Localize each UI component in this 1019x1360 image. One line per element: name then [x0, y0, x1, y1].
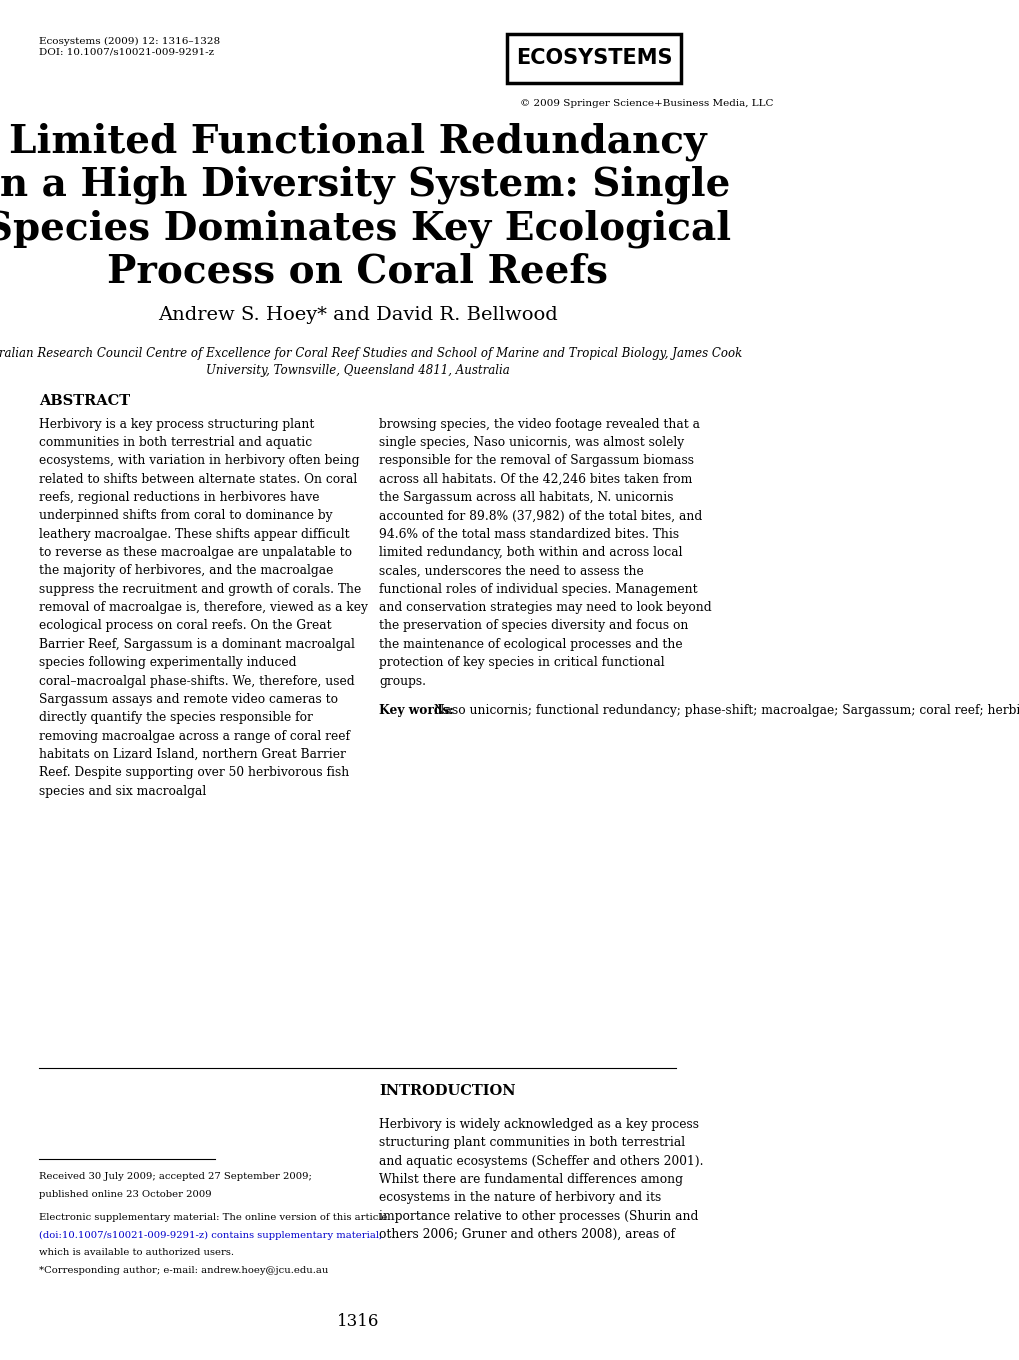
Text: protection of key species in critical functional: protection of key species in critical fu… — [379, 656, 664, 669]
Text: browsing species, the video footage revealed that a: browsing species, the video footage reve… — [379, 418, 700, 431]
Text: Electronic supplementary material: The online version of this article: Electronic supplementary material: The o… — [40, 1213, 387, 1223]
Text: suppress the recruitment and growth of corals. The: suppress the recruitment and growth of c… — [40, 582, 362, 596]
Text: Andrew S. Hoey* and David R. Bellwood: Andrew S. Hoey* and David R. Bellwood — [158, 306, 557, 324]
Text: single species, Naso unicornis, was almost solely: single species, Naso unicornis, was almo… — [379, 435, 684, 449]
Text: *Corresponding author; e-mail: andrew.hoey@jcu.edu.au: *Corresponding author; e-mail: andrew.ho… — [40, 1266, 328, 1276]
Text: (doi:10.1007/s10021-009-9291-z) contains supplementary material,: (doi:10.1007/s10021-009-9291-z) contains… — [40, 1231, 382, 1240]
Text: Naso unicornis; functional redundancy; phase-shift; macroalgae; Sargassum; coral: Naso unicornis; functional redundancy; p… — [433, 703, 1019, 717]
Text: the preservation of species diversity and focus on: the preservation of species diversity an… — [379, 619, 688, 632]
Text: University, Townsville, Queensland 4811, Australia: University, Townsville, Queensland 4811,… — [206, 364, 510, 378]
Text: underpinned shifts from coral to dominance by: underpinned shifts from coral to dominan… — [40, 509, 332, 522]
Text: Herbivory is a key process structuring plant: Herbivory is a key process structuring p… — [40, 418, 315, 431]
Text: © 2009 Springer Science+Business Media, LLC: © 2009 Springer Science+Business Media, … — [520, 99, 773, 109]
Text: removing macroalgae across a range of coral reef: removing macroalgae across a range of co… — [40, 729, 351, 743]
Text: Received 30 July 2009; accepted 27 September 2009;: Received 30 July 2009; accepted 27 Septe… — [40, 1172, 312, 1182]
Text: ABSTRACT: ABSTRACT — [40, 394, 130, 408]
Text: Ecosystems (2009) 12: 1316–1328: Ecosystems (2009) 12: 1316–1328 — [40, 37, 220, 46]
Text: limited redundancy, both within and across local: limited redundancy, both within and acro… — [379, 545, 683, 559]
Text: functional roles of individual species. Management: functional roles of individual species. … — [379, 582, 697, 596]
Text: habitats on Lizard Island, northern Great Barrier: habitats on Lizard Island, northern Grea… — [40, 748, 345, 762]
Text: published online 23 October 2009: published online 23 October 2009 — [40, 1190, 212, 1200]
Text: structuring plant communities in both terrestrial: structuring plant communities in both te… — [379, 1137, 685, 1149]
Text: species following experimentally induced: species following experimentally induced — [40, 656, 297, 669]
Text: accounted for 89.8% (37,982) of the total bites, and: accounted for 89.8% (37,982) of the tota… — [379, 509, 702, 522]
Text: reefs, regional reductions in herbivores have: reefs, regional reductions in herbivores… — [40, 491, 320, 505]
Text: ecosystems in the nature of herbivory and its: ecosystems in the nature of herbivory an… — [379, 1191, 661, 1205]
Text: related to shifts between alternate states. On coral: related to shifts between alternate stat… — [40, 472, 358, 486]
Text: to reverse as these macroalgae are unpalatable to: to reverse as these macroalgae are unpal… — [40, 545, 352, 559]
Text: and aquatic ecosystems (Scheffer and others 2001).: and aquatic ecosystems (Scheffer and oth… — [379, 1155, 703, 1168]
Text: Process on Coral Reefs: Process on Coral Reefs — [107, 253, 607, 291]
Text: across all habitats. Of the 42,246 bites taken from: across all habitats. Of the 42,246 bites… — [379, 472, 692, 486]
Text: importance relative to other processes (Shurin and: importance relative to other processes (… — [379, 1210, 698, 1223]
FancyBboxPatch shape — [506, 34, 681, 83]
Text: directly quantify the species responsible for: directly quantify the species responsibl… — [40, 711, 313, 725]
Text: Limited Functional Redundancy: Limited Functional Redundancy — [9, 122, 706, 160]
Text: in a High Diversity System: Single: in a High Diversity System: Single — [0, 166, 730, 204]
Text: and conservation strategies may need to look beyond: and conservation strategies may need to … — [379, 601, 711, 615]
Text: 94.6% of the total mass standardized bites. This: 94.6% of the total mass standardized bit… — [379, 528, 679, 541]
Text: Key words:: Key words: — [379, 703, 453, 717]
Text: ecosystems, with variation in herbivory often being: ecosystems, with variation in herbivory … — [40, 454, 360, 468]
Text: which is available to authorized users.: which is available to authorized users. — [40, 1248, 234, 1258]
Text: Species Dominates Key Ecological: Species Dominates Key Ecological — [0, 209, 731, 248]
Text: removal of macroalgae is, therefore, viewed as a key: removal of macroalgae is, therefore, vie… — [40, 601, 368, 615]
Text: the majority of herbivores, and the macroalgae: the majority of herbivores, and the macr… — [40, 564, 333, 578]
Text: Reef. Despite supporting over 50 herbivorous fish: Reef. Despite supporting over 50 herbivo… — [40, 766, 350, 779]
Text: the maintenance of ecological processes and the: the maintenance of ecological processes … — [379, 638, 683, 651]
Text: communities in both terrestrial and aquatic: communities in both terrestrial and aqua… — [40, 435, 312, 449]
Text: scales, underscores the need to assess the: scales, underscores the need to assess t… — [379, 564, 644, 578]
Text: Whilst there are fundamental differences among: Whilst there are fundamental differences… — [379, 1172, 683, 1186]
Text: Australian Research Council Centre of Excellence for Coral Reef Studies and Scho: Australian Research Council Centre of Ex… — [0, 347, 742, 360]
Text: Sargassum assays and remote video cameras to: Sargassum assays and remote video camera… — [40, 692, 338, 706]
Text: INTRODUCTION: INTRODUCTION — [379, 1084, 516, 1098]
Text: 1316: 1316 — [336, 1314, 379, 1330]
Text: ECOSYSTEMS: ECOSYSTEMS — [516, 49, 672, 68]
Text: DOI: 10.1007/s10021-009-9291-z: DOI: 10.1007/s10021-009-9291-z — [40, 48, 214, 57]
Text: Barrier Reef, Sargassum is a dominant macroalgal: Barrier Reef, Sargassum is a dominant ma… — [40, 638, 355, 651]
Text: species and six macroalgal: species and six macroalgal — [40, 785, 207, 798]
Text: leathery macroalgae. These shifts appear difficult: leathery macroalgae. These shifts appear… — [40, 528, 350, 541]
Text: responsible for the removal of Sargassum biomass: responsible for the removal of Sargassum… — [379, 454, 694, 468]
Text: the Sargassum across all habitats, N. unicornis: the Sargassum across all habitats, N. un… — [379, 491, 674, 505]
Text: Herbivory is widely acknowledged as a key process: Herbivory is widely acknowledged as a ke… — [379, 1118, 699, 1132]
Text: ecological process on coral reefs. On the Great: ecological process on coral reefs. On th… — [40, 619, 331, 632]
Text: others 2006; Gruner and others 2008), areas of: others 2006; Gruner and others 2008), ar… — [379, 1228, 675, 1242]
Text: groups.: groups. — [379, 675, 426, 688]
Text: coral–macroalgal phase-shifts. We, therefore, used: coral–macroalgal phase-shifts. We, there… — [40, 675, 355, 688]
